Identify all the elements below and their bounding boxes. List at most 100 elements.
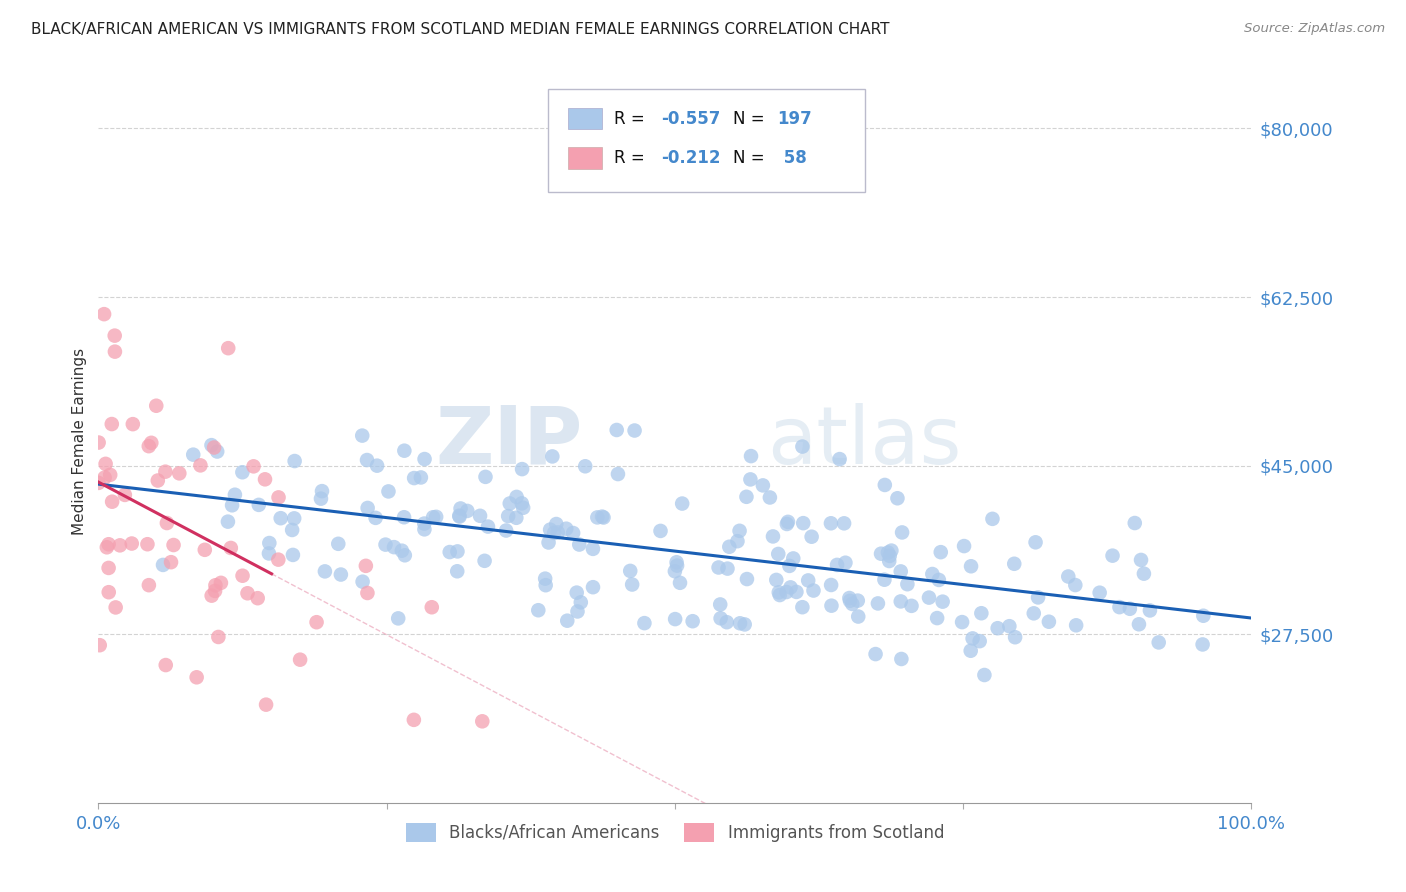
Point: [114, 488, 136, 502]
Point: [709, 598, 731, 612]
Point: [283, 511, 305, 525]
Point: [446, 544, 468, 558]
Point: [224, 488, 246, 502]
Point: [270, 511, 292, 525]
Text: -0.557: -0.557: [661, 110, 720, 128]
Point: [1002, 557, 1025, 571]
Point: [527, 603, 550, 617]
Point: [1130, 553, 1153, 567]
Point: [546, 516, 568, 531]
Point: [562, 526, 585, 541]
Point: [284, 454, 307, 468]
Point: [374, 538, 396, 552]
Point: [950, 615, 973, 629]
Point: [890, 565, 912, 579]
Point: [1004, 630, 1026, 644]
Point: [1191, 637, 1213, 651]
Point: [155, 465, 177, 479]
Point: [152, 558, 174, 572]
Point: [918, 591, 941, 605]
Point: [267, 552, 290, 566]
Point: [960, 559, 983, 574]
Point: [1064, 618, 1087, 632]
Point: [873, 478, 896, 492]
Point: [450, 501, 472, 516]
Point: [900, 599, 922, 613]
Point: [253, 472, 276, 486]
Point: [495, 524, 517, 538]
Point: [496, 509, 519, 524]
Point: [205, 444, 228, 458]
Point: [409, 470, 432, 484]
Point: [619, 564, 641, 578]
Point: [1147, 635, 1170, 649]
Point: [499, 496, 522, 510]
Text: N =: N =: [733, 149, 769, 167]
Point: [538, 523, 561, 537]
Point: [792, 600, 814, 615]
Point: [1026, 591, 1049, 605]
Point: [865, 647, 887, 661]
Point: [160, 555, 183, 569]
Point: [891, 525, 914, 540]
Text: -0.212: -0.212: [661, 149, 720, 167]
Point: [477, 519, 499, 533]
Point: [387, 611, 409, 625]
Point: [181, 448, 204, 462]
Point: [543, 525, 565, 540]
Point: [768, 547, 790, 561]
Point: [962, 632, 984, 646]
Point: [834, 556, 856, 570]
Point: [446, 564, 468, 578]
Point: [354, 558, 377, 573]
Point: [1057, 569, 1080, 583]
Point: [778, 558, 800, 573]
Point: [194, 542, 217, 557]
Point: [873, 573, 896, 587]
Point: [671, 497, 693, 511]
Point: [146, 474, 169, 488]
Point: [392, 510, 415, 524]
Point: [352, 428, 374, 442]
Point: [356, 500, 378, 515]
Point: [420, 600, 443, 615]
Point: [254, 698, 277, 712]
Point: [669, 575, 692, 590]
Point: [456, 504, 478, 518]
Point: [820, 578, 842, 592]
Point: [759, 491, 782, 505]
Point: [792, 516, 814, 530]
Text: ZIP: ZIP: [436, 402, 582, 481]
Point: [734, 617, 756, 632]
Point: [356, 586, 378, 600]
Point: [765, 573, 787, 587]
Point: [394, 443, 416, 458]
Point: [97, 561, 120, 575]
Point: [236, 586, 259, 600]
Point: [846, 609, 869, 624]
Point: [474, 470, 496, 484]
Point: [931, 594, 953, 608]
Point: [207, 630, 229, 644]
Point: [606, 423, 628, 437]
Legend: Blacks/African Americans, Immigrants from Scotland: Blacks/African Americans, Immigrants fro…: [399, 816, 950, 848]
Point: [1119, 601, 1142, 615]
Point: [973, 668, 995, 682]
Point: [98, 467, 121, 482]
Point: [1064, 578, 1087, 592]
Point: [439, 545, 461, 559]
Point: [828, 452, 851, 467]
Point: [740, 449, 762, 463]
Point: [665, 555, 688, 569]
Point: [735, 572, 758, 586]
Point: [841, 597, 863, 611]
Point: [101, 494, 124, 508]
Point: [468, 508, 491, 523]
Point: [221, 498, 243, 512]
Point: [247, 498, 270, 512]
Point: [204, 583, 226, 598]
Point: [927, 611, 949, 625]
Point: [1123, 516, 1146, 530]
Point: [94, 457, 117, 471]
Point: [921, 567, 943, 582]
